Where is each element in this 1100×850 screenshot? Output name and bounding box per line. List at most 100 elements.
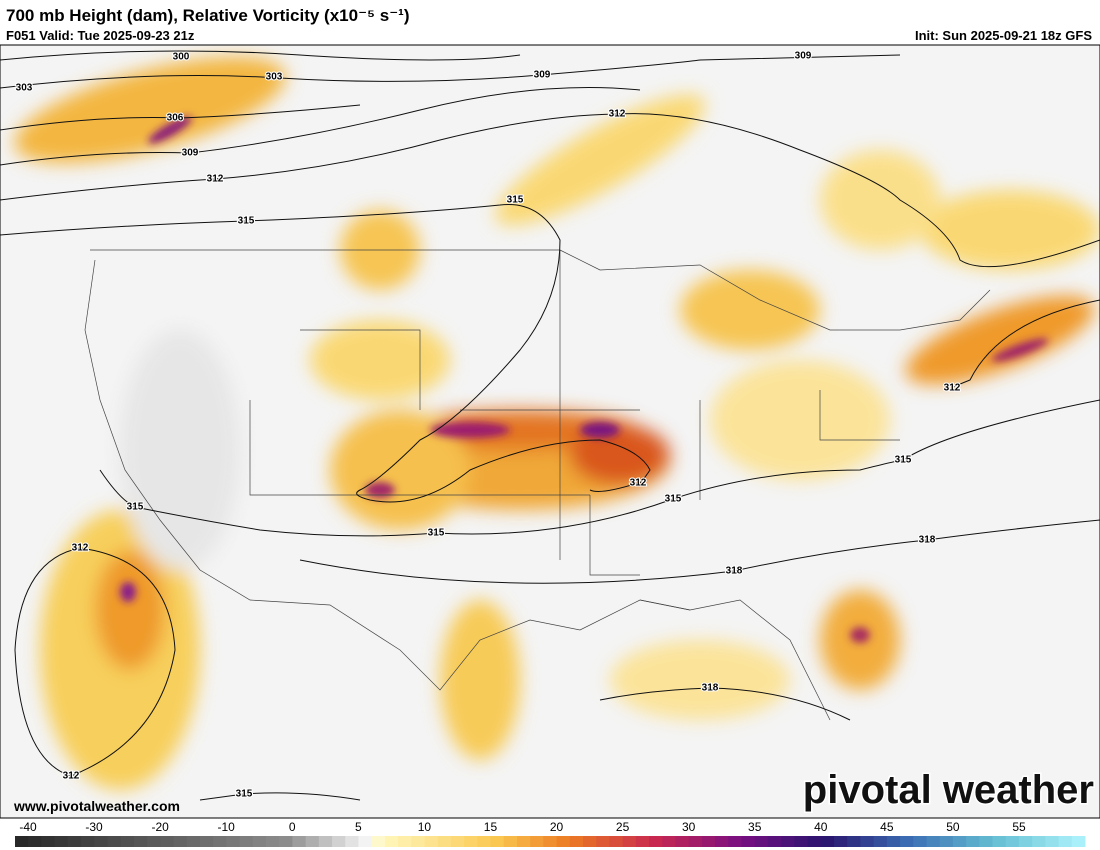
colorbar-swatch — [384, 836, 399, 847]
colorbar-swatch — [741, 836, 756, 847]
colorbar-swatch — [477, 836, 492, 847]
colorbar-swatch — [292, 836, 307, 847]
colorbar-tick-label: 30 — [682, 820, 696, 834]
colorbar-tick-label: 55 — [1012, 820, 1026, 834]
colorbar-tick-label: -30 — [85, 820, 103, 834]
colorbar-swatch — [199, 836, 214, 847]
colorbar-swatch — [516, 836, 531, 847]
vorticity-maxima — [120, 116, 1049, 643]
colorbar-swatch — [886, 836, 901, 847]
colorbar-swatch — [345, 836, 359, 847]
colorbar-swatch — [979, 836, 994, 847]
colorbar-swatch — [609, 836, 624, 847]
colorbar-swatch — [992, 836, 1007, 847]
watermark: pivotal weather — [803, 768, 1094, 812]
colorbar-swatch — [54, 836, 69, 847]
height-contours — [0, 50, 1100, 801]
colorbar-swatch — [252, 836, 267, 847]
colorbar-swatch — [688, 836, 703, 847]
colorbar-swatch — [596, 836, 610, 847]
contour-label: 315 — [665, 494, 682, 505]
contour-label: 312 — [609, 109, 626, 120]
colorbar-swatch — [635, 836, 650, 847]
colorbar-swatch — [398, 836, 412, 847]
colorbar-swatch — [265, 836, 280, 847]
website: www.pivotalweather.com — [13, 798, 180, 814]
colorbar-swatch — [41, 836, 56, 847]
colorbar-swatch — [279, 836, 293, 847]
colorbar-swatch — [860, 836, 875, 847]
colorbar-swatch — [649, 836, 663, 847]
colorbar-swatch — [754, 836, 769, 847]
colorbar-swatch — [107, 836, 122, 847]
contour-label: 315 — [127, 502, 144, 513]
colorbar-swatch — [939, 836, 954, 847]
colorbar-swatch — [847, 836, 861, 847]
contour-label: 315 — [895, 455, 912, 466]
colorbar-swatch — [332, 836, 346, 847]
colorbar-swatch — [952, 836, 967, 847]
borders — [84, 249, 991, 721]
contour-label: 315 — [507, 195, 524, 206]
colorbar-swatch — [239, 836, 254, 847]
title: 700 mb Height (dam), Relative Vorticity … — [6, 6, 410, 25]
init-time: Init: Sun 2025-09-21 18z GFS — [915, 28, 1092, 43]
colorbar-swatch — [28, 836, 42, 847]
contour-label: 315 — [236, 789, 253, 800]
colorbar-swatch — [662, 836, 676, 847]
colorbar-tick-label: 10 — [418, 820, 432, 834]
contour-label: 309 — [182, 148, 199, 159]
map-frame — [0, 44, 1100, 819]
contour-label: 315 — [238, 216, 255, 227]
colorbar-tick-label: 25 — [616, 820, 630, 834]
colorbar-tick-label: 15 — [484, 820, 498, 834]
colorbar-swatch — [94, 836, 108, 847]
colorbar-swatch — [437, 836, 452, 847]
colorbar-swatch — [1018, 836, 1033, 847]
colorbar-swatch — [424, 836, 439, 847]
colorbar-swatch — [583, 836, 597, 847]
colorbar-swatch — [120, 836, 135, 847]
colorbar-tick-label: -10 — [218, 820, 236, 834]
colorbar-tick-label: 50 — [946, 820, 960, 834]
contour-label: 318 — [702, 683, 719, 694]
colorbar-swatch — [1005, 836, 1020, 847]
colorbar-swatch — [186, 836, 201, 847]
contour-label: 306 — [167, 113, 184, 124]
colorbar-swatch — [834, 836, 848, 847]
colorbar-swatch — [15, 836, 29, 847]
colorbar-swatch — [556, 836, 571, 847]
colorbar-swatch — [807, 836, 822, 847]
contour-label: 309 — [534, 70, 551, 81]
colorbar-swatch — [358, 836, 373, 847]
colorbar-swatch — [873, 836, 888, 847]
colorbar-swatch — [213, 836, 227, 847]
colorbar-swatch — [81, 836, 95, 847]
contour-labels: 300 303 303 306 309 312 315 309 309 312 … — [15, 50, 962, 801]
contour-label: 309 — [795, 51, 812, 62]
colorbar-swatch — [900, 836, 914, 847]
contour-label: 312 — [207, 174, 224, 185]
colorbar-swatch — [622, 836, 637, 847]
colorbar-swatch — [926, 836, 941, 847]
colorbar-swatch — [913, 836, 927, 847]
colorbar-tick-label: 35 — [748, 820, 762, 834]
colorbar-swatch — [569, 836, 584, 847]
contour-label: 318 — [919, 535, 936, 546]
colorbar-swatch — [820, 836, 835, 847]
colorbar-swatch — [966, 836, 980, 847]
valid-time: F051 Valid: Tue 2025-09-23 21z — [6, 28, 195, 43]
colorbar-swatch — [728, 836, 743, 847]
colorbar-swatch — [781, 836, 795, 847]
colorbar-swatch — [173, 836, 188, 847]
colorbar-tick-label: 45 — [880, 820, 894, 834]
map: 300 303 303 306 309 312 315 309 309 312 … — [0, 45, 1100, 818]
colorbar-tick-label: 40 — [814, 820, 828, 834]
colorbar-tick-label: 0 — [289, 820, 296, 834]
contour-label: 303 — [16, 83, 33, 94]
colorbar-swatch — [160, 836, 175, 847]
contour-label: 318 — [726, 566, 743, 577]
colorbar-swatch — [318, 836, 333, 847]
